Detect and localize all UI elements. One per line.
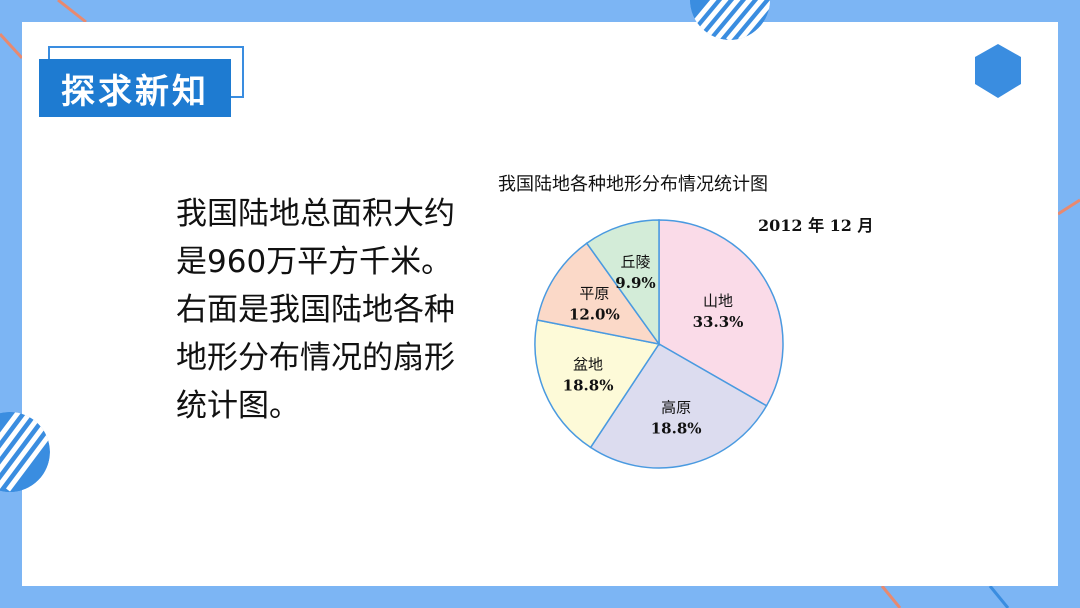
pie-slice-value-3: 18.8% (563, 377, 614, 395)
pie-slice-4 (536, 242, 661, 346)
pie-slice-label-4: 平原 (579, 284, 609, 302)
chart-title: 我国陆地各种地形分布情况统计图 (498, 174, 768, 195)
pie-slice-3 (534, 319, 661, 449)
pie-slice-5 (585, 219, 660, 347)
pie-slice-label-5: 丘陵 (620, 253, 650, 271)
pie-slice-value-1: 33.3% (693, 313, 744, 331)
pie-slice-1 (658, 219, 784, 407)
section-title: 探求新知 (39, 59, 231, 117)
body-paragraph: 我国陆地总面积大约是960万平方千米。右面是我国陆地各种地形分布情况的扇形统计图… (176, 196, 455, 424)
pie-slice-2 (589, 342, 768, 469)
pie-slice-label-2: 高原 (661, 398, 691, 416)
chart-date: 2012 年 12 月 (758, 216, 874, 235)
pie-slice-value-2: 18.8% (651, 419, 702, 437)
pie-slice-value-4: 12.0% (569, 305, 620, 323)
pie-slice-label-1: 山地 (703, 292, 733, 310)
pie-slice-value-5: 9.9% (615, 274, 655, 292)
pie-slice-label-3: 盆地 (573, 356, 603, 374)
